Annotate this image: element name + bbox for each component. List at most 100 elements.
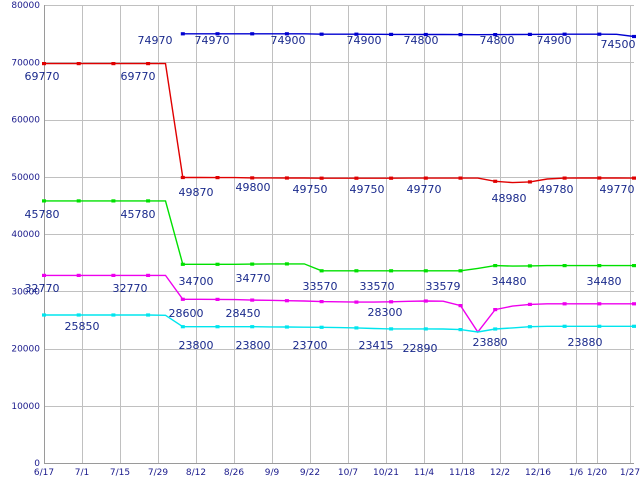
data-point-marker: [423, 299, 428, 303]
data-point-marker: [76, 62, 81, 66]
data-point-label: 49770: [600, 183, 635, 196]
data-point-marker: [319, 176, 324, 180]
data-point-marker: [180, 175, 185, 180]
data-point-label: 28600: [169, 307, 204, 320]
data-point-marker: [146, 62, 151, 66]
y-axis-tick-labels: 0 10000 20000 30000 40000 50000 60000 70000 8000…: [11, 1, 40, 469]
data-point-marker: [284, 176, 289, 180]
data-point-label: 48980: [492, 192, 527, 205]
data-point-label: 49800: [236, 181, 271, 194]
data-point-marker: [597, 176, 602, 180]
x-tick-label: 1/6: [569, 468, 584, 478]
data-point-label: 28450: [226, 307, 261, 320]
data-point-label: 49750: [293, 183, 328, 196]
x-tick-label: 9/22: [300, 468, 320, 478]
data-point-marker: [250, 262, 255, 266]
series-line-red-series: [44, 62, 635, 184]
data-point-label: 33570: [303, 280, 338, 293]
series-lines: [44, 33, 635, 334]
data-point-marker: [458, 304, 463, 308]
data-point-marker: [597, 32, 602, 36]
x-tick-label: 7/29: [148, 468, 168, 478]
data-point-marker: [389, 176, 394, 180]
data-point-marker: [215, 297, 220, 301]
data-point-marker: [632, 302, 636, 306]
data-point-label: 45780: [121, 208, 156, 221]
data-point-marker: [632, 34, 636, 39]
data-point-label: 23700: [293, 339, 328, 352]
data-point-marker: [146, 199, 151, 203]
data-point-label: 23415: [359, 339, 394, 352]
data-point-label: 69770: [25, 70, 60, 83]
data-point-marker: [215, 176, 220, 180]
data-point-marker: [250, 32, 255, 36]
data-point-marker: [458, 328, 463, 332]
data-point-marker: [76, 273, 81, 277]
x-tick-label: 1/20: [587, 468, 607, 478]
data-point-marker: [180, 32, 185, 36]
data-point-label: 33579: [426, 280, 461, 293]
data-point-label: 32770: [25, 282, 60, 295]
data-point-marker: [319, 32, 324, 36]
x-tick-label: 7/1: [75, 468, 89, 478]
y-tick-label: 0: [34, 459, 40, 469]
data-point-marker: [493, 179, 498, 183]
x-axis-tick-labels: 6/17 7/1 7/15 7/29 8/12 8/26 9/9 9/22 10/7 10/21 1…: [34, 468, 640, 478]
data-point-label: 74500: [601, 38, 636, 51]
data-point-marker: [180, 262, 185, 266]
data-point-marker: [42, 62, 46, 66]
series-line-magenta-series: [44, 274, 634, 334]
data-point-marker: [42, 273, 46, 277]
data-point-marker: [180, 297, 185, 301]
x-tick-label: 9/9: [265, 468, 280, 478]
data-point-label: 23880: [568, 336, 603, 349]
series-line-cyan-series: [44, 314, 634, 333]
data-point-marker: [111, 313, 116, 317]
y-tick-label: 80000: [11, 1, 40, 11]
data-point-marker: [632, 176, 636, 180]
data-point-marker: [42, 199, 46, 203]
x-tick-label: 6/17: [34, 468, 54, 478]
data-point-label: 23800: [236, 339, 271, 352]
data-point-marker: [354, 32, 359, 36]
data-point-label: 74900: [271, 34, 306, 47]
data-point-marker: [389, 32, 394, 36]
data-point-marker: [250, 325, 255, 329]
data-point-marker: [527, 180, 532, 184]
data-point-label: 49770: [407, 183, 442, 196]
data-point-marker: [319, 269, 324, 273]
data-point-marker: [319, 300, 324, 304]
data-point-marker: [389, 269, 394, 273]
data-point-marker: [562, 264, 567, 268]
data-point-marker: [284, 325, 289, 329]
y-tick-label: 30000: [11, 287, 40, 297]
data-point-labels: 74970 74970 74900 74900 74800 74800 74900 74500…: [25, 34, 636, 355]
data-point-label: 45780: [25, 208, 60, 221]
data-point-label: 33570: [360, 280, 395, 293]
data-point-marker: [146, 273, 151, 277]
data-point-marker: [284, 262, 289, 266]
data-point-marker: [632, 324, 636, 328]
data-point-label: 34480: [492, 275, 527, 288]
x-tick-label: 12/2: [490, 468, 510, 478]
series-line-blue-series: [182, 33, 635, 38]
x-tick-label: 7/15: [110, 468, 130, 478]
data-point-marker: [562, 324, 567, 328]
data-point-marker: [354, 300, 359, 304]
x-tick-label: 8/12: [186, 468, 206, 478]
data-point-label: 23800: [179, 339, 214, 352]
data-point-marker: [389, 300, 394, 304]
x-tick-label: 11/4: [414, 468, 434, 478]
data-point-marker: [493, 264, 498, 268]
data-point-marker: [562, 302, 567, 306]
x-tick-label: 10/21: [373, 468, 399, 478]
data-point-label: 74800: [480, 34, 515, 47]
y-tick-label: 20000: [11, 345, 40, 355]
data-point-marker: [423, 327, 428, 331]
data-point-label: 74970: [195, 34, 230, 47]
data-point-marker: [562, 32, 567, 36]
data-point-label: 23880: [473, 336, 508, 349]
data-point-label: 74970: [138, 34, 173, 47]
data-point-label: 74900: [347, 34, 382, 47]
